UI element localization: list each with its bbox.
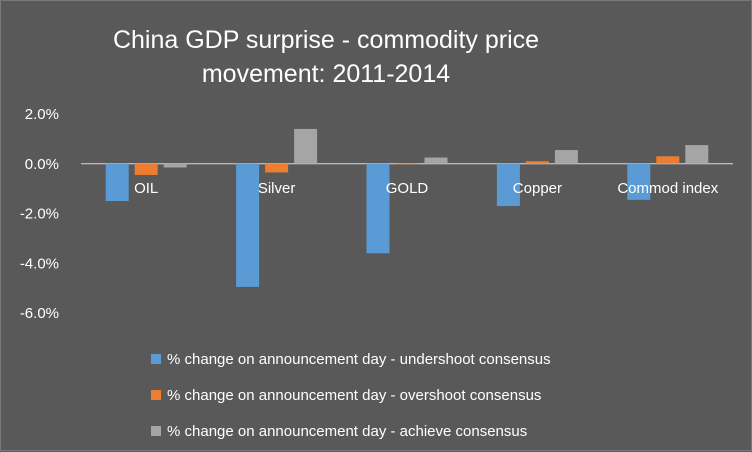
y-tick-label: -4.0% [20,255,59,272]
legend-label-undershoot: % change on announcement day - undershoo… [167,350,551,368]
legend: % change on announcement day - undershoo… [151,341,551,449]
legend-swatch-undershoot [151,354,161,364]
bar-commod-index-series-1 [656,156,680,164]
bar-silver-series-0 [236,163,260,287]
legend-item-overshoot: % change on announcement day - overshoot… [151,377,551,413]
bar-gold-series-2 [424,157,448,164]
y-tick-label: -2.0% [20,206,59,223]
x-category-label: GOLD [386,180,429,197]
legend-item-undershoot: % change on announcement day - undershoo… [151,341,551,377]
x-category-label: OIL [134,180,158,197]
bar-silver-series-2 [294,128,318,164]
bar-commod-index-series-2 [685,145,709,164]
x-category-label: Copper [513,180,562,197]
legend-swatch-achieve [151,426,161,436]
x-category-label: Silver [258,180,296,197]
y-tick-label: -6.0% [20,305,59,322]
category-labels: OIL Silver GOLD Copper Commod index [134,180,719,197]
bar-commod-index-series-0 [627,163,651,200]
legend-label-overshoot: % change on announcement day - overshoot… [167,386,542,404]
legend-label-achieve: % change on announcement day - achieve c… [167,422,528,440]
bar-silver-series-1 [265,163,289,173]
y-tick-label: 2.0% [25,106,59,123]
x-category-label: Commod index [617,180,718,197]
bar-oil-series-1 [134,163,158,175]
chart-title: China GDP surprise - commodity price mov… [1,23,651,91]
bars-group [105,128,709,287]
bar-gold-series-1 [395,163,419,165]
legend-swatch-overshoot [151,390,161,400]
bar-oil-series-0 [105,163,129,202]
bar-copper-series-0 [496,163,520,207]
y-tick-label: 0.0% [25,156,59,173]
bar-oil-series-2 [163,163,187,168]
y-axis: 2.0% 0.0% -2.0% -4.0% -6.0% [20,106,59,322]
bar-gold-series-0 [366,163,390,254]
bar-copper-series-2 [554,150,578,164]
chart-title-line-2: movement: 2011-2014 [201,60,451,88]
legend-item-achieve: % change on announcement day - achieve c… [151,413,551,449]
bar-copper-series-1 [525,161,549,164]
chart-title-line-1: China GDP surprise - commodity price [112,26,540,54]
